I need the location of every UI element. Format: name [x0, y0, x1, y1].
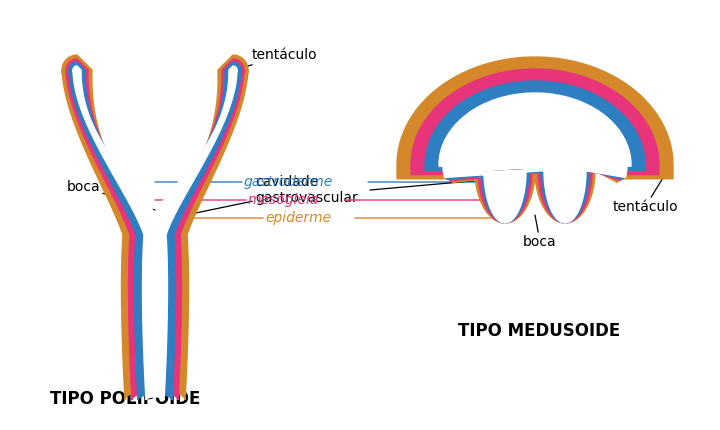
Text: TIPO POLIPOIDE: TIPO POLIPOIDE — [50, 390, 200, 408]
Polygon shape — [411, 69, 659, 223]
Polygon shape — [73, 66, 237, 400]
Text: gastroderme: gastroderme — [244, 175, 333, 189]
Text: cavidade
gastrovascular: cavidade gastrovascular — [162, 175, 358, 220]
Polygon shape — [66, 59, 244, 400]
Text: tentáculo: tentáculo — [612, 165, 678, 214]
Text: boca: boca — [66, 180, 155, 210]
Polygon shape — [439, 93, 631, 223]
Polygon shape — [69, 62, 241, 400]
Polygon shape — [62, 55, 248, 400]
Text: boca: boca — [523, 215, 557, 249]
Text: TIPO MEDUSOIDE: TIPO MEDUSOIDE — [458, 322, 620, 340]
Polygon shape — [425, 81, 645, 223]
Text: epiderme: epiderme — [265, 211, 331, 225]
Text: tentáculo: tentáculo — [218, 48, 318, 75]
Text: mesogleia: mesogleia — [248, 193, 319, 207]
Polygon shape — [397, 57, 673, 223]
